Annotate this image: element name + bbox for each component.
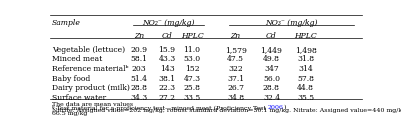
Text: 347: 347	[263, 65, 278, 73]
Text: HPLC: HPLC	[294, 32, 316, 40]
Text: 58.1: 58.1	[130, 55, 147, 63]
Text: Nitrite: Assigned value=202 mg/kg, robust standard deviation=30.1 mg/kg. Nitrate: Nitrite: Assigned value=202 mg/kg, robus…	[52, 108, 401, 113]
Text: Cd: Cd	[265, 32, 276, 40]
Text: 44.8: 44.8	[296, 84, 314, 92]
Text: 322: 322	[228, 65, 242, 73]
Text: Zn: Zn	[230, 32, 240, 40]
Text: 11.0: 11.0	[183, 46, 200, 54]
Text: 34.8: 34.8	[227, 94, 243, 102]
Text: Sample: Sample	[52, 19, 81, 27]
Text: NO₂⁻ (mg/kg): NO₂⁻ (mg/kg)	[142, 19, 194, 27]
Text: 34.3: 34.3	[130, 94, 147, 102]
Text: 43.3: 43.3	[158, 55, 175, 63]
Text: 143: 143	[159, 65, 174, 73]
Text: Baby food: Baby food	[52, 75, 90, 83]
Text: HPLC: HPLC	[180, 32, 203, 40]
Text: 27.2: 27.2	[158, 94, 175, 102]
Text: 20.9: 20.9	[130, 46, 147, 54]
Text: Minced meat: Minced meat	[52, 55, 102, 63]
Text: 53.0: 53.0	[183, 55, 200, 63]
Text: 2006: 2006	[267, 105, 283, 110]
Text: Dairy product (milk): Dairy product (milk)	[52, 84, 130, 92]
Text: Cd: Cd	[161, 32, 172, 40]
Text: 38.1: 38.1	[158, 75, 175, 83]
Text: 22.3: 22.3	[158, 84, 175, 92]
Text: 32.4: 32.4	[262, 94, 279, 102]
Text: 28.8: 28.8	[130, 84, 147, 92]
Text: 66.5 mg/kg: 66.5 mg/kg	[52, 111, 87, 116]
Text: 47.3: 47.3	[183, 75, 200, 83]
Text: Surface water: Surface water	[52, 94, 106, 102]
Text: 15.9: 15.9	[158, 46, 175, 54]
Text: 35.5: 35.5	[296, 94, 314, 102]
Text: 49.8: 49.8	[262, 55, 279, 63]
Text: 203: 203	[132, 65, 146, 73]
Text: ): )	[283, 105, 286, 110]
Text: 47.5: 47.5	[227, 55, 243, 63]
Text: 1,579: 1,579	[224, 46, 246, 54]
Text: 37.1: 37.1	[227, 75, 243, 83]
Text: ᵇ Test material for a proficiency test—minced meat (Proficiency Test: ᵇ Test material for a proficiency test—m…	[52, 105, 267, 111]
Text: 1,498: 1,498	[294, 46, 316, 54]
Text: NO₃⁻ (mg/kg): NO₃⁻ (mg/kg)	[265, 19, 317, 27]
Text: 33.5: 33.5	[183, 94, 200, 102]
Text: 1,449: 1,449	[260, 46, 282, 54]
Text: 26.7: 26.7	[227, 84, 243, 92]
Text: 314: 314	[298, 65, 312, 73]
Text: 57.8: 57.8	[296, 75, 314, 83]
Text: 25.8: 25.8	[183, 84, 200, 92]
Text: 28.8: 28.8	[262, 84, 279, 92]
Text: Reference materialᵇ: Reference materialᵇ	[52, 65, 128, 73]
Text: 152: 152	[184, 65, 199, 73]
Text: Zn: Zn	[134, 32, 144, 40]
Text: Vegetable (lettuce): Vegetable (lettuce)	[52, 46, 125, 54]
Text: 56.0: 56.0	[262, 75, 279, 83]
Text: The data are mean values: The data are mean values	[52, 102, 133, 107]
Text: 31.8: 31.8	[296, 55, 314, 63]
Text: 51.4: 51.4	[130, 75, 147, 83]
